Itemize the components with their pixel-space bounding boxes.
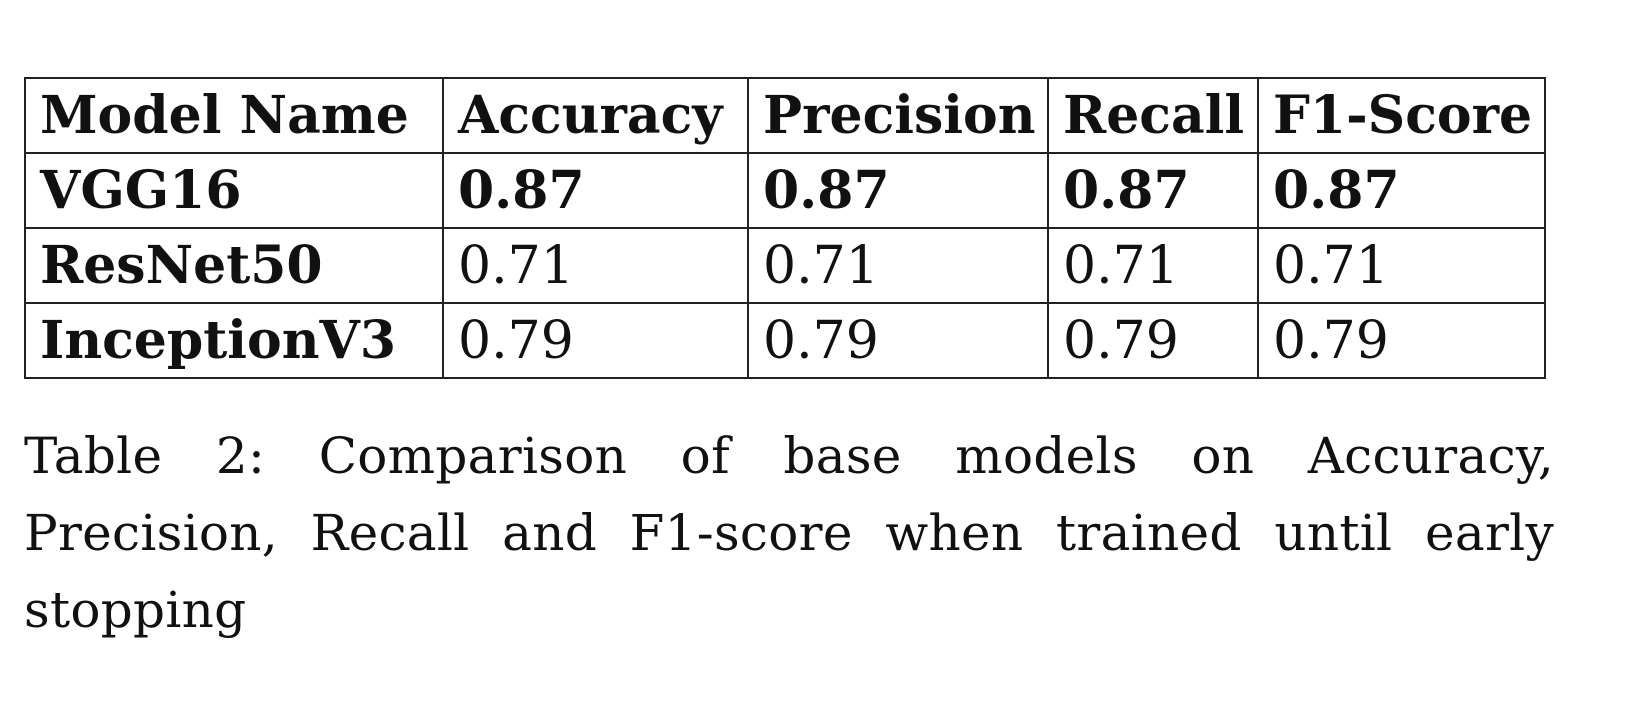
precision-cell: 0.71: [747, 227, 1049, 304]
precision-cell: 0.87: [747, 152, 1049, 229]
header-precision: Precision: [747, 77, 1049, 154]
header-accuracy: Accuracy: [442, 77, 749, 154]
header-f1-score: F1-Score: [1257, 77, 1546, 154]
results-table: Model Name Accuracy Precision Recall F1-…: [24, 77, 1546, 379]
model-name-cell: ResNet50: [24, 227, 444, 304]
table-header-row: Model Name Accuracy Precision Recall F1-…: [24, 77, 1546, 154]
header-recall: Recall: [1047, 77, 1259, 154]
f1-score-cell: 0.71: [1257, 227, 1546, 304]
table-row: ResNet50 0.71 0.71 0.71 0.71: [24, 227, 1546, 304]
table-row: VGG16 0.87 0.87 0.87 0.87: [24, 152, 1546, 229]
header-model-name: Model Name: [24, 77, 444, 154]
model-name-cell: VGG16: [24, 152, 444, 229]
table-row: InceptionV3 0.79 0.79 0.79 0.79: [24, 302, 1546, 379]
accuracy-cell: 0.71: [442, 227, 749, 304]
accuracy-cell: 0.79: [442, 302, 749, 379]
table-caption: Table 2: Comparison of base models on Ac…: [24, 427, 1554, 639]
recall-cell: 0.79: [1047, 302, 1259, 379]
recall-cell: 0.71: [1047, 227, 1259, 304]
f1-score-cell: 0.87: [1257, 152, 1546, 229]
model-name-cell: InceptionV3: [24, 302, 444, 379]
f1-score-cell: 0.79: [1257, 302, 1546, 379]
recall-cell: 0.87: [1047, 152, 1259, 229]
precision-cell: 0.79: [747, 302, 1049, 379]
accuracy-cell: 0.87: [442, 152, 749, 229]
